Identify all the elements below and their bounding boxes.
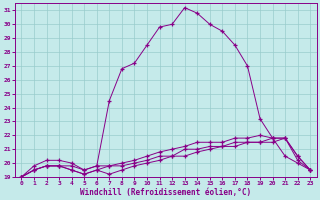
X-axis label: Windchill (Refroidissement éolien,°C): Windchill (Refroidissement éolien,°C) [80, 188, 252, 197]
